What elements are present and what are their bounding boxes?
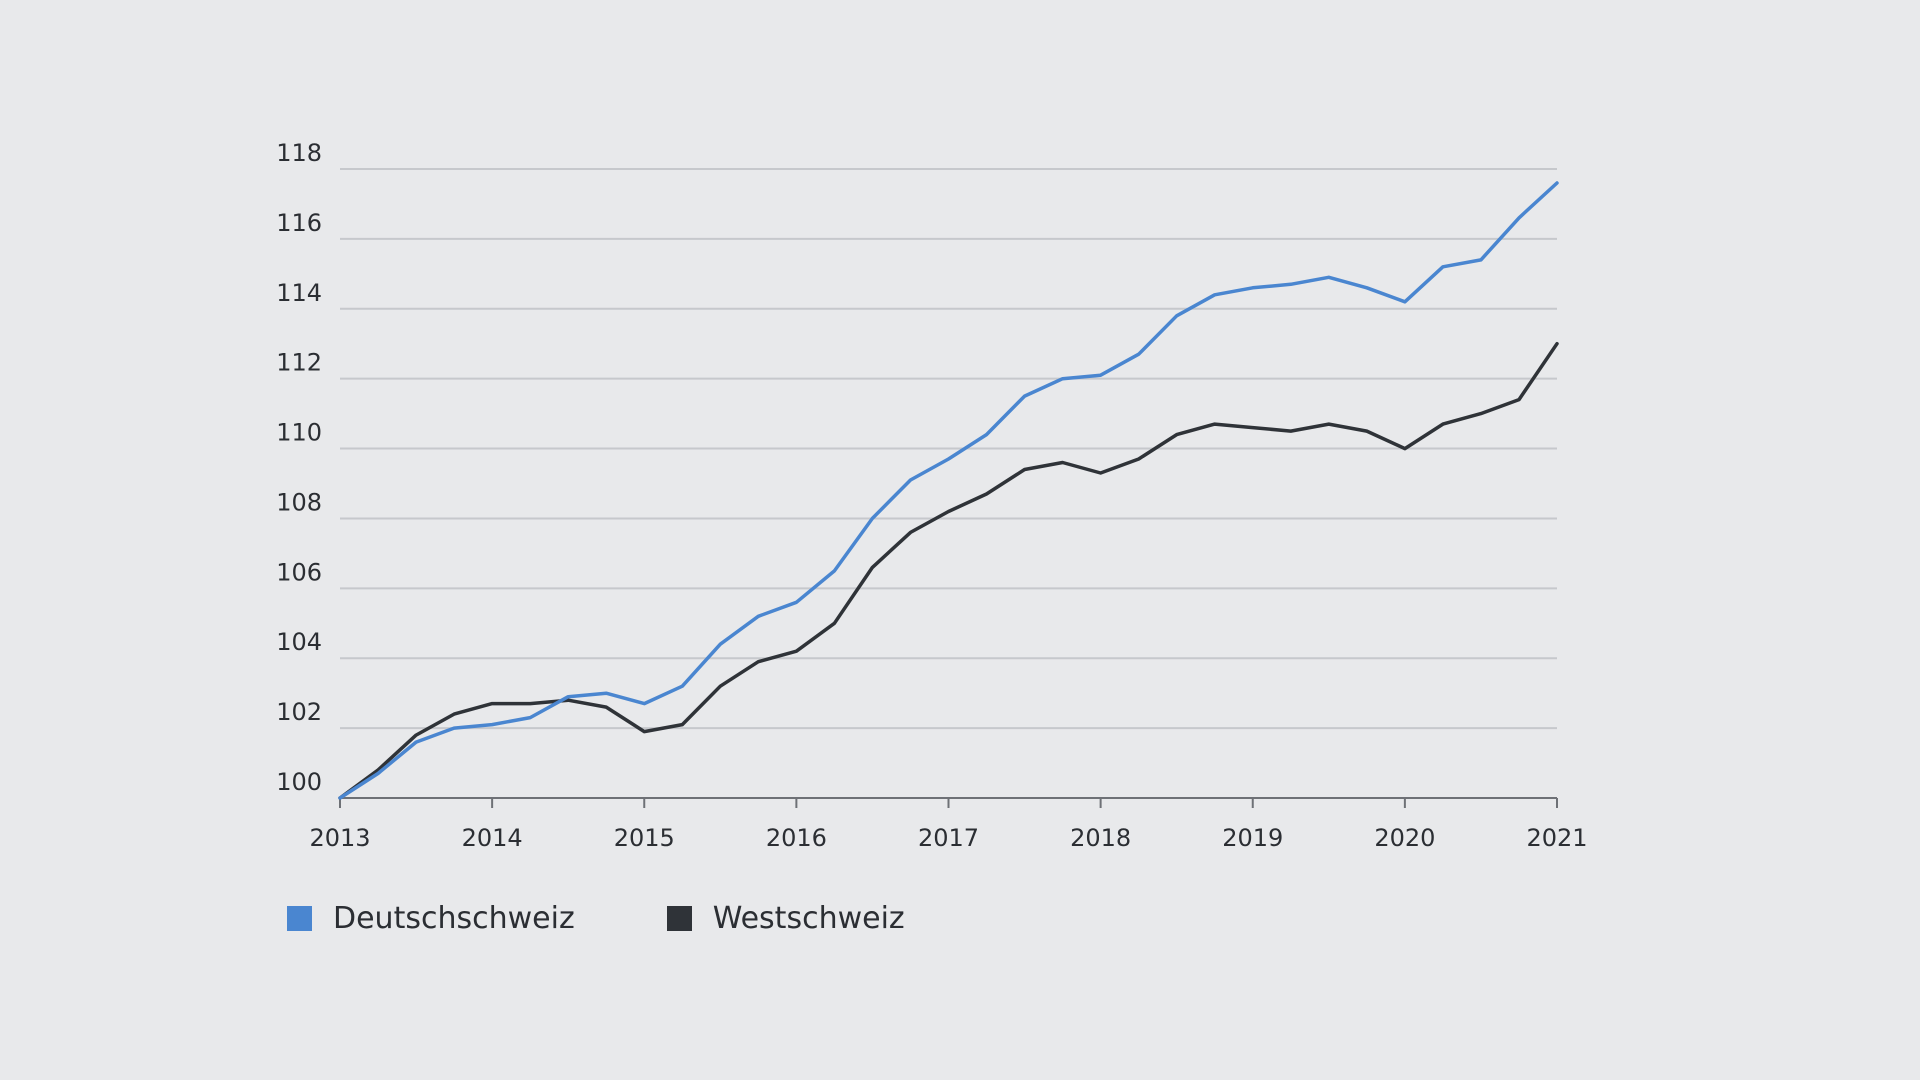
y-tick-label-100: 100 bbox=[276, 768, 322, 796]
legend-item-westschweiz: Westschweiz bbox=[666, 900, 905, 936]
series-line-westschweiz bbox=[338, 341, 1559, 800]
legend-label-westschweiz: Westschweiz bbox=[712, 900, 905, 936]
y-tick-label-106: 106 bbox=[276, 558, 322, 586]
legend-swatch-deutschschweiz bbox=[287, 905, 312, 931]
legend-item-deutschschweiz: Deutschschweiz bbox=[287, 901, 575, 936]
x-tick-label-2014: 2014 bbox=[462, 824, 523, 852]
y-tick-label-104: 104 bbox=[276, 628, 322, 656]
y-tick-label-108: 108 bbox=[276, 488, 322, 516]
y-tick-label-110: 110 bbox=[276, 419, 322, 447]
grid-lines bbox=[340, 168, 1557, 730]
x-tick-labels: 2013 2014 2015 2016 2017 2018 2019 2020 2021 bbox=[309, 824, 1587, 852]
x-tick-label-2019: 2019 bbox=[1222, 824, 1283, 852]
x-tick-label-2015: 2015 bbox=[614, 824, 675, 852]
y-tick-label-114: 114 bbox=[276, 279, 322, 307]
series-lines bbox=[338, 181, 1559, 800]
y-tick-label-116: 116 bbox=[276, 209, 322, 237]
x-tick-label-2018: 2018 bbox=[1070, 824, 1131, 852]
x-tick-label-2020: 2020 bbox=[1374, 824, 1435, 852]
legend: Deutschschweiz Westschweiz bbox=[287, 898, 997, 938]
legend-swatch-westschweiz bbox=[666, 905, 692, 931]
series-line-deutschschweiz bbox=[338, 181, 1559, 800]
y-tick-label-118: 118 bbox=[276, 139, 322, 167]
x-tick-label-2017: 2017 bbox=[918, 824, 979, 852]
legend-label-deutschschweiz: Deutschschweiz bbox=[333, 900, 575, 936]
x-axis bbox=[339, 797, 1558, 808]
x-tick-label-2016: 2016 bbox=[766, 824, 827, 852]
y-tick-label-112: 112 bbox=[276, 349, 322, 377]
y-tick-label-102: 102 bbox=[276, 698, 322, 726]
x-tick-label-2021: 2021 bbox=[1526, 824, 1587, 852]
x-tick-label-2013: 2013 bbox=[309, 824, 370, 852]
y-tick-labels: 100 102 104 106 108 110 112 114 116 118 bbox=[276, 139, 322, 796]
